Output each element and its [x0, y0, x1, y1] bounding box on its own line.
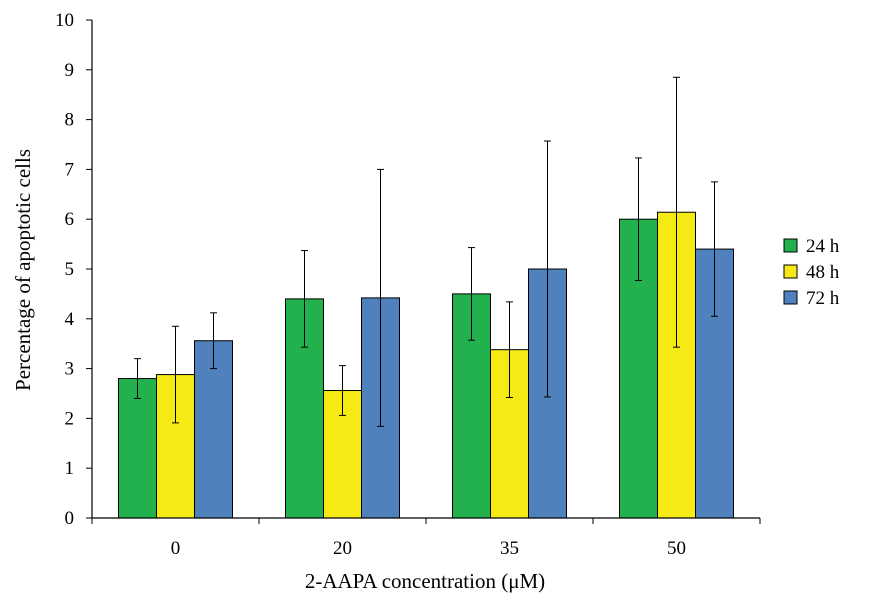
y-tick-label: 3	[65, 359, 75, 380]
x-tick-label: 20	[333, 538, 352, 559]
legend-swatch	[783, 238, 798, 253]
y-tick-label: 10	[55, 10, 74, 31]
y-tick-label: 2	[65, 408, 75, 429]
y-tick-label: 0	[65, 508, 75, 529]
legend-swatch	[783, 264, 798, 279]
y-tick-label: 7	[65, 159, 75, 180]
bar	[118, 378, 157, 519]
x-tick-label: 35	[500, 538, 519, 559]
axes-layer	[86, 19, 761, 524]
y-tick-label: 8	[65, 110, 75, 131]
y-axis-title: Percentage of apoptotic cells	[11, 149, 35, 391]
legend-label: 72 h	[806, 288, 840, 309]
legend-label: 48 h	[806, 262, 840, 283]
x-tick-label: 50	[667, 538, 686, 559]
x-tick-label: 0	[171, 538, 181, 559]
y-tick-label: 5	[65, 259, 75, 280]
error-bars-layer	[134, 76, 718, 427]
y-tick-label: 4	[65, 309, 75, 330]
y-tick-label: 9	[65, 60, 75, 81]
legend-swatch	[783, 290, 798, 305]
y-tick-label: 1	[65, 458, 75, 479]
bar	[194, 340, 233, 519]
x-axis-title: 2-AAPA concentration (μM)	[305, 569, 545, 593]
legend-label: 24 h	[806, 236, 840, 257]
bars-layer	[118, 211, 734, 519]
y-tick-label: 6	[65, 209, 75, 230]
tick-labels-layer: 0 1 2 3 4 5 6 7 8 9 10 0 20 35 50	[55, 10, 686, 559]
legend: 24 h 48 h 72 h	[783, 236, 840, 309]
